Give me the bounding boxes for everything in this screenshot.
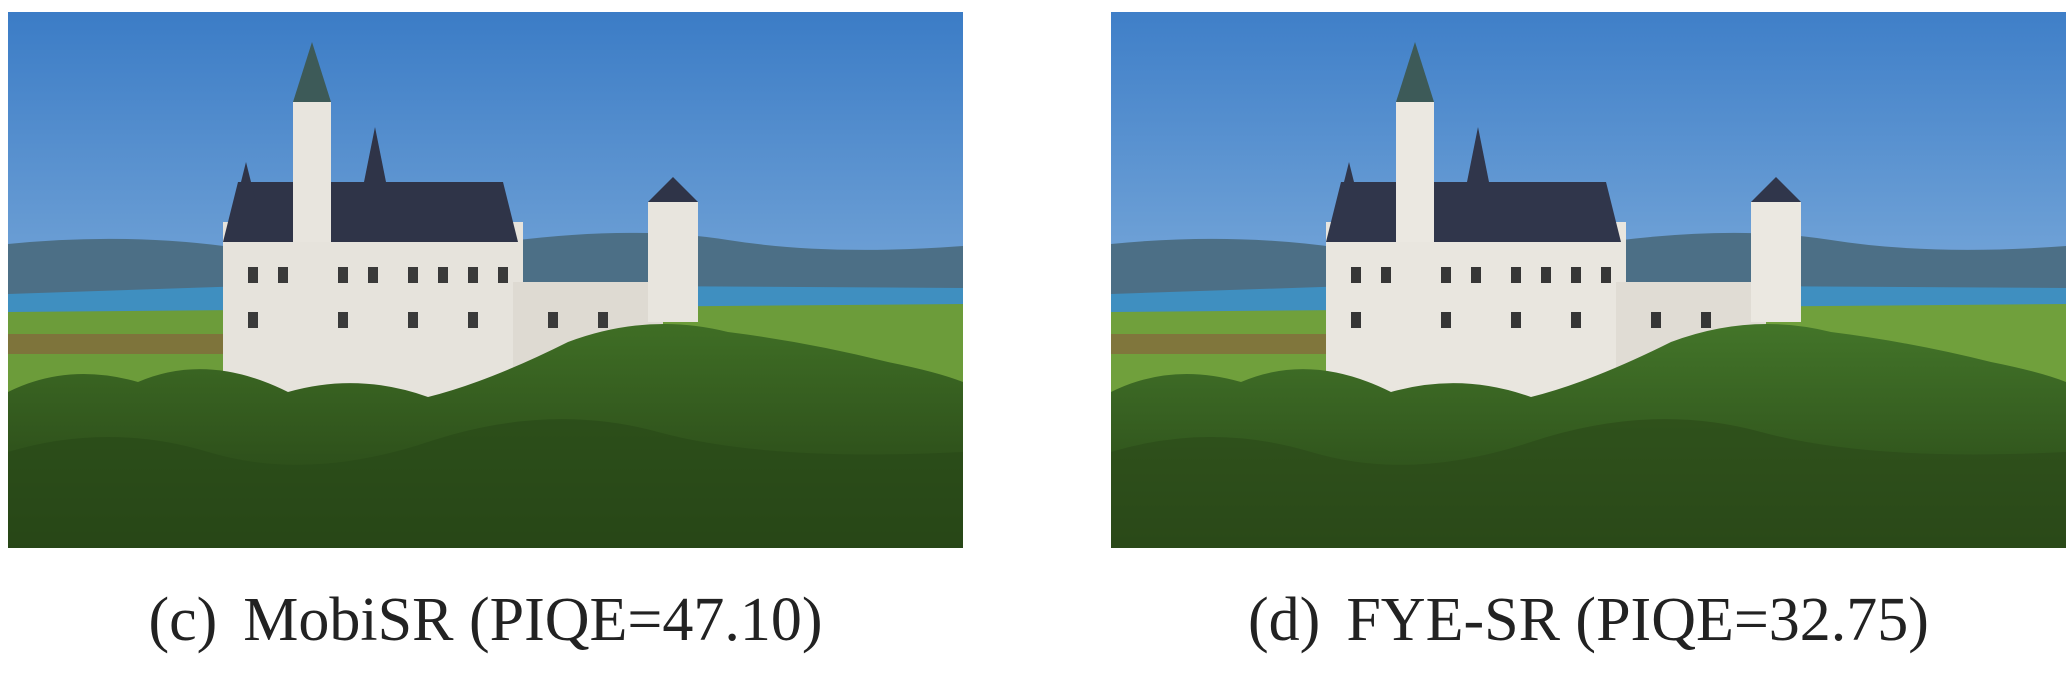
panel-label: (c) — [148, 586, 218, 654]
castle-photo-fye-sr — [1111, 12, 2066, 548]
panel-caption-text: MobiSR (PIQE=47.10) — [243, 586, 823, 654]
panel-caption: (c) MobiSR (PIQE=47.10) — [8, 580, 963, 660]
panel-caption: (d) FYE-SR (PIQE=32.75) — [1111, 580, 2066, 660]
figure-panel-d: (d) FYE-SR (PIQE=32.75) — [1111, 0, 2071, 678]
castle-photo-mobisr — [8, 12, 963, 548]
panel-label: (d) — [1248, 586, 1321, 654]
figure-panel-c: (c) MobiSR (PIQE=47.10) — [8, 0, 968, 678]
panel-caption-text: FYE-SR (PIQE=32.75) — [1346, 586, 1929, 654]
